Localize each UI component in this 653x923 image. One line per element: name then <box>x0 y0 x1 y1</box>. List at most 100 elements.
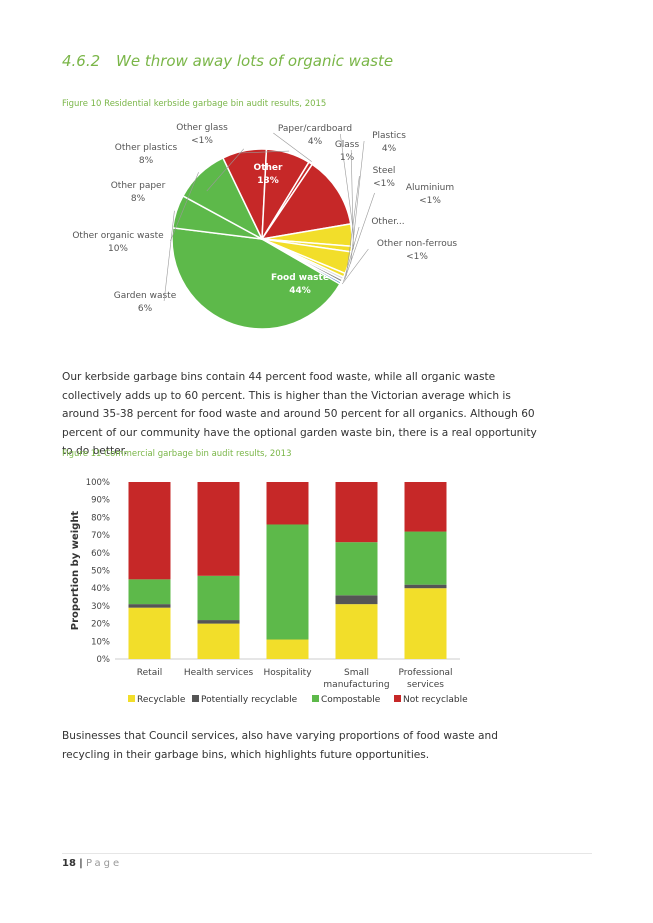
bar-segment-compostable <box>197 575 240 621</box>
pie-label-other-organic-waste: Other organic waste <box>72 231 164 241</box>
y-tick-label: 80% <box>91 513 110 523</box>
pie-leader-line <box>238 150 290 154</box>
bar-segment-not-recyclable <box>335 482 378 543</box>
y-tick-label: 100% <box>86 478 110 488</box>
bar-segment-recyclable <box>335 604 378 659</box>
pie-label-other-glass: Other glass <box>176 123 228 133</box>
pie-value-other-organic-waste: 10% <box>108 244 128 254</box>
pie-leader-line <box>206 148 245 192</box>
pie-leader-line <box>273 132 312 162</box>
pie-value-garden-waste: 6% <box>138 304 153 314</box>
bar-segment-potentially-recyclable <box>128 604 171 608</box>
pie-label-other-plastics: Other plastics <box>115 143 178 153</box>
pie-value-other-non-ferrous: <1% <box>406 252 428 262</box>
pie-label-other-non-ferrous: Other non-ferrous <box>377 239 458 249</box>
x-tick-label: services <box>407 680 444 690</box>
pie-leader-line <box>344 192 375 280</box>
pie-label-plastics: Plastics <box>372 131 406 141</box>
bar-segment-recyclable <box>404 588 447 659</box>
pie-value-other-paper: 8% <box>131 194 146 204</box>
y-tick-label: 10% <box>91 637 110 647</box>
bar-segment-not-recyclable <box>266 482 309 525</box>
pie-slice-food-waste <box>171 226 341 330</box>
pie-value-glass: 1% <box>340 153 355 163</box>
legend-swatch <box>312 695 319 702</box>
pie-label-aluminium: Aluminium <box>406 183 454 193</box>
bar-chart: 0% 10% 20% 30% 40% 50% 60% 70% 80% 90% 100% Proport… <box>70 478 468 705</box>
pie-leader-line <box>341 248 369 285</box>
pie-slice-other-non-ferrous <box>261 238 343 286</box>
footer-divider <box>62 853 592 854</box>
footer-page-word: Page <box>85 858 123 869</box>
bar-segment-recyclable <box>128 607 171 659</box>
x-tick-label: Professional <box>398 668 452 678</box>
pie-leader-line <box>350 140 365 264</box>
bar-segment-compostable <box>404 531 447 585</box>
pie-label-glass: Glass <box>335 140 360 150</box>
legend-label: Recyclable <box>137 695 186 705</box>
figure-11-caption: Figure 11 Commercial garbage bin audit r… <box>62 449 292 459</box>
y-tick-label: 90% <box>91 496 110 506</box>
bar-segment-potentially-recyclable <box>404 584 447 589</box>
pie-value-other: 13% <box>257 176 279 186</box>
bar-segment-potentially-recyclable <box>335 595 378 605</box>
x-tick-label: Health services <box>184 668 254 678</box>
page-footer: 18 | Page <box>62 858 122 869</box>
figure-10-caption: Figure 10 Residential kerbside garbage b… <box>62 99 327 109</box>
pie-value-other-plastics: 8% <box>139 156 154 166</box>
legend-label: Not recyclable <box>403 695 468 705</box>
pie-value-steel: <1% <box>373 179 395 189</box>
pie-leader-line <box>170 172 199 242</box>
y-tick-label: 50% <box>91 567 110 577</box>
section-title: We throw away lots of organic waste <box>116 52 394 70</box>
pie-label-steel: Steel <box>373 166 396 176</box>
y-tick-label: 30% <box>91 602 110 612</box>
bar-segment-compostable <box>266 524 309 640</box>
pie-leader-line <box>350 149 354 250</box>
pie-value-other-glass: <1% <box>191 136 213 146</box>
footer-separator: | <box>79 858 83 869</box>
paragraph-2: Businesses that Council services, also h… <box>62 730 498 761</box>
y-tick-label: 20% <box>91 620 110 630</box>
x-tick-label: Hospitality <box>263 668 312 678</box>
pie-label-garden-waste: Garden waste <box>114 291 177 301</box>
bar-segment-potentially-recyclable <box>197 620 240 624</box>
bar-segment-not-recyclable <box>128 482 171 580</box>
pie-slice-other <box>260 163 352 241</box>
bar-segment-not-recyclable <box>404 482 447 532</box>
y-tick-label: 0% <box>97 655 111 665</box>
legend-swatch <box>192 695 199 702</box>
section-number: 4.6.2 <box>62 52 101 70</box>
x-tick-label: Retail <box>137 668 162 678</box>
x-tick-label: manufacturing <box>323 680 389 690</box>
x-tick-label: Small <box>344 668 369 678</box>
y-axis-label: Proportion by weight <box>70 511 81 631</box>
y-tick-label: 40% <box>91 584 110 594</box>
pie-value-plastics: 4% <box>382 144 397 154</box>
pie-value-paper-cardboard: 4% <box>308 137 323 147</box>
legend-swatch <box>128 695 135 702</box>
legend-label: Compostable <box>321 695 381 705</box>
pie-chart: Food waste 44% Garden waste 6% Other organic… <box>72 123 458 330</box>
pie-label-other-paper: Other paper <box>111 181 166 191</box>
y-tick-label: 60% <box>91 549 110 559</box>
pie-leader-line <box>163 210 175 302</box>
pie-leader-line <box>340 133 355 236</box>
pie-leader-line <box>343 226 360 282</box>
paragraph-1: Our kerbside garbage bins contain 44 per… <box>62 371 537 457</box>
bar-segment-not-recyclable <box>197 482 240 576</box>
pie-label-other: Other... <box>371 217 404 227</box>
pie-leader-line <box>345 175 360 277</box>
pie-value-aluminium: <1% <box>419 196 441 206</box>
pie-label-paper-cardboard: Paper/cardboard <box>278 124 352 134</box>
y-tick-label: 70% <box>91 531 110 541</box>
pie-label-food-waste: Food waste <box>271 273 329 283</box>
pie-value-food-waste: 44% <box>289 286 311 296</box>
bar-segment-compostable <box>335 542 378 596</box>
pie-label-other: Other <box>254 163 283 173</box>
section-heading: 4.6.2 We throw away lots of organic waste <box>62 52 393 70</box>
bar-segment-compostable <box>128 579 171 605</box>
page-number: 18 <box>62 858 76 869</box>
legend-swatch <box>394 695 401 702</box>
bar-segment-recyclable <box>197 623 240 659</box>
